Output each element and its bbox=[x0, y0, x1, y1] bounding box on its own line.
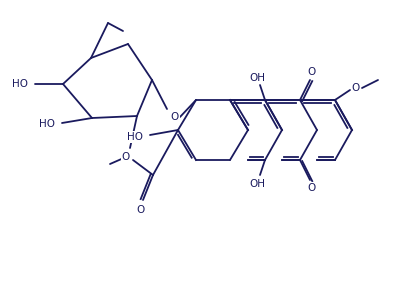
Text: O: O bbox=[170, 112, 179, 122]
Text: O: O bbox=[351, 83, 359, 93]
Text: HO: HO bbox=[127, 132, 143, 142]
Text: OH: OH bbox=[248, 73, 264, 83]
Text: O: O bbox=[136, 205, 145, 215]
Text: HO: HO bbox=[39, 119, 55, 129]
Text: OH: OH bbox=[248, 179, 264, 189]
Text: O: O bbox=[307, 183, 315, 193]
Text: HO: HO bbox=[12, 79, 28, 89]
Text: O: O bbox=[122, 152, 130, 162]
Text: O: O bbox=[307, 67, 315, 77]
